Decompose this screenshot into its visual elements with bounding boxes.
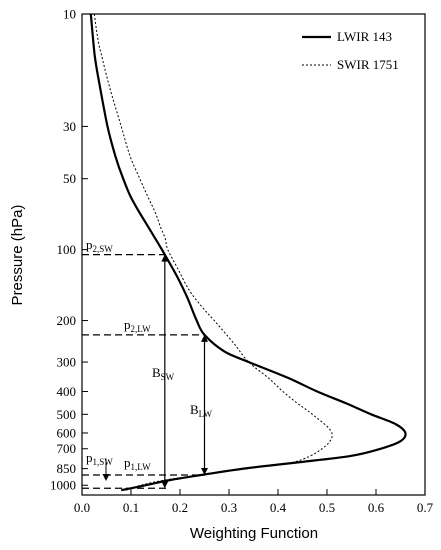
- x-axis-label: Weighting Function: [190, 525, 318, 542]
- y-tick-label: 100: [57, 242, 77, 257]
- y-tick-label: 700: [57, 441, 77, 456]
- x-tick-label: 0.0: [74, 500, 90, 515]
- y-tick-label: 850: [57, 461, 77, 476]
- arrow-b-lw-head-top: [201, 334, 208, 342]
- arrow-b-sw-head-bottom: [161, 481, 169, 489]
- x-tick-label: 0.6: [368, 500, 385, 515]
- y-tick-label: 400: [57, 384, 77, 399]
- label-p1-sw: p1,SW: [86, 450, 113, 467]
- x-axis-ticks: 0.0 0.1 0.2 0.3 0.4 0.5 0.6 0.7: [74, 489, 434, 515]
- y-tick-label: 50: [63, 171, 76, 186]
- y-tick-label: 500: [57, 407, 77, 422]
- x-tick-label: 0.2: [172, 500, 188, 515]
- x-tick-label: 0.4: [270, 500, 287, 515]
- label-p1-lw: p1,LW: [124, 455, 151, 472]
- x-tick-label: 0.5: [319, 500, 335, 515]
- x-tick-label: 0.3: [221, 500, 237, 515]
- label-p2-lw: p2,LW: [124, 317, 151, 334]
- label-p2-sw: p2,SW: [86, 237, 113, 254]
- arrow-b-lw-head-bottom: [201, 468, 208, 476]
- y-tick-label: 1000: [50, 478, 76, 493]
- y-tick-label: 10: [63, 7, 76, 22]
- annotation-labels: p2,SW p2,LW BSW BLW p1,SW p1,LW: [86, 237, 213, 472]
- x-tick-label: 0.1: [123, 500, 139, 515]
- x-tick-label: 0.7: [417, 500, 434, 515]
- label-b-lw: BLW: [190, 402, 213, 419]
- series-line-lwir: [89, 13, 407, 492]
- series-group: [89, 13, 407, 492]
- bracket-arrows: [102, 254, 208, 489]
- series-line-swir: [93, 13, 333, 491]
- y-tick-label: 30: [63, 119, 76, 134]
- reference-lines: [82, 254, 205, 489]
- arrow-b-sw-head-top: [161, 254, 169, 262]
- legend: LWIR 143 SWIR 1751: [302, 29, 399, 72]
- y-tick-label: 300: [57, 355, 77, 370]
- plot-frame: [81, 13, 426, 496]
- y-tick-label: 600: [57, 425, 77, 440]
- label-b-sw: BSW: [152, 365, 175, 382]
- y-tick-label: 200: [57, 313, 77, 328]
- legend-label-swir: SWIR 1751: [337, 57, 399, 72]
- legend-label-lwir: LWIR 143: [337, 29, 392, 44]
- p1-sw-pointer-head: [102, 474, 110, 481]
- y-axis-label: Pressure (hPa): [9, 205, 26, 306]
